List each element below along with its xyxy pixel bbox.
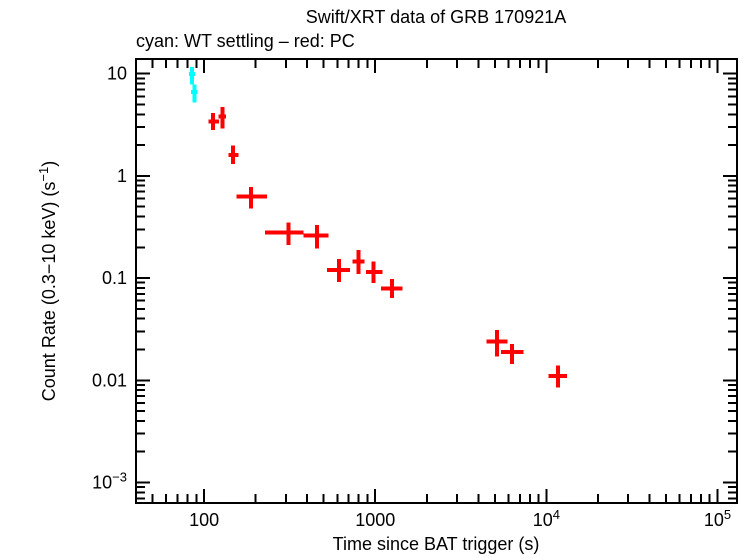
y-tick-label: 0.1 bbox=[102, 268, 127, 288]
data-point bbox=[218, 107, 226, 129]
data-point bbox=[236, 186, 267, 209]
axes-layer: 100 1000 104 105 10 1 0.1 0.01 10−3 bbox=[92, 58, 738, 530]
y-tick-label: 10 bbox=[107, 64, 127, 84]
data-point bbox=[381, 278, 403, 298]
x-tick-label: 105 bbox=[704, 507, 731, 530]
data-point bbox=[326, 258, 351, 283]
x-tick-label: 100 bbox=[189, 510, 219, 530]
data-point bbox=[500, 343, 524, 365]
chart-title: Swift/XRT data of GRB 170921A bbox=[306, 7, 566, 27]
data-point bbox=[486, 330, 508, 357]
series-pc bbox=[208, 107, 567, 388]
y-tick-label: 1 bbox=[117, 166, 127, 186]
data-series-layer bbox=[188, 67, 567, 388]
plot-frame bbox=[135, 58, 738, 504]
data-point bbox=[548, 365, 567, 388]
y-axis-label: Count Rate (0.3−10 keV) (s−1) bbox=[36, 161, 59, 401]
data-point bbox=[265, 222, 304, 246]
data-point bbox=[352, 249, 365, 274]
data-point bbox=[303, 225, 329, 249]
data-point bbox=[228, 145, 239, 164]
data-point bbox=[191, 84, 198, 103]
x-tick-label: 1000 bbox=[355, 510, 395, 530]
series-wt-settling bbox=[188, 67, 198, 103]
x-tick-label: 104 bbox=[533, 507, 560, 530]
x-axis-label: Time since BAT trigger (s) bbox=[333, 534, 540, 554]
data-point bbox=[188, 67, 196, 85]
y-tick-label: 0.01 bbox=[92, 370, 127, 390]
y-tick-label: 10−3 bbox=[92, 469, 127, 492]
chart-subtitle: cyan: WT settling – red: PC bbox=[136, 31, 355, 51]
data-point bbox=[365, 261, 383, 284]
data-point bbox=[208, 113, 219, 131]
